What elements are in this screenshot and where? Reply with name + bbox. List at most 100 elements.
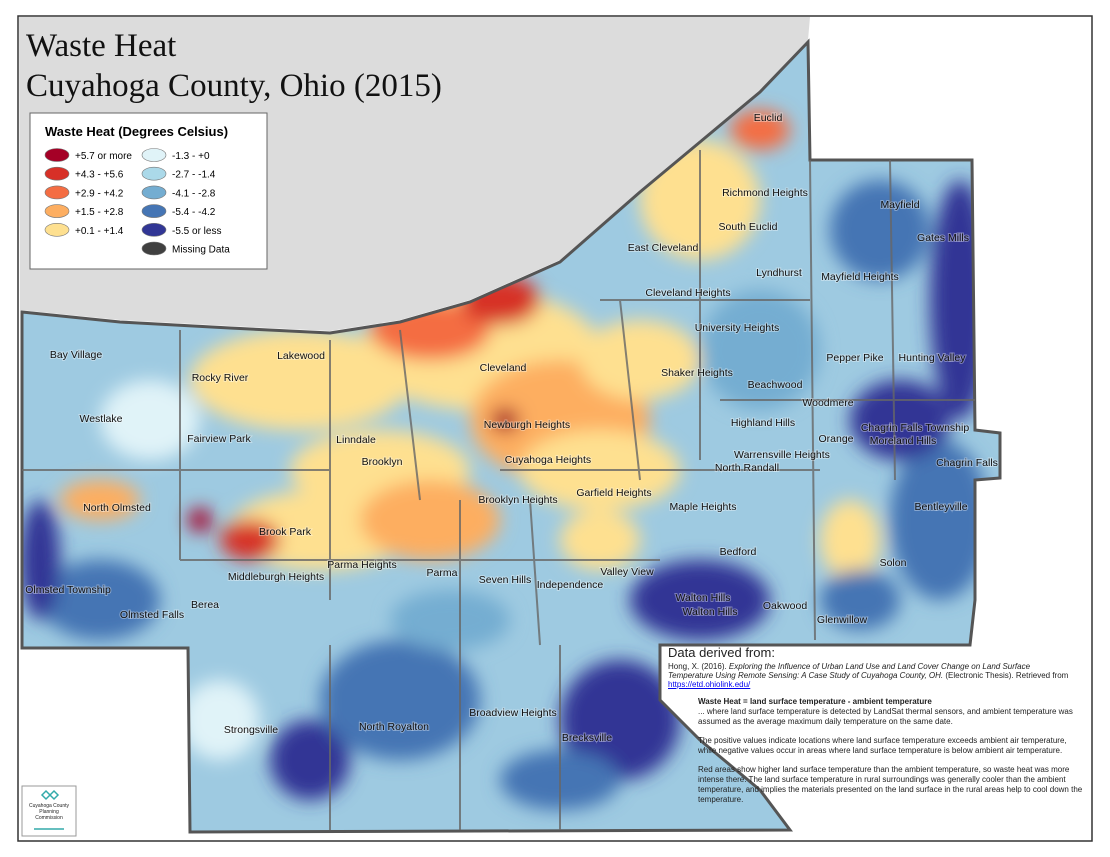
heat-patch: [188, 508, 212, 532]
heat-patch: [100, 380, 200, 460]
place-label: North Olmsted: [83, 502, 151, 514]
note-paragraph: ... where land surface temperature is de…: [698, 707, 1073, 726]
place-label: Maple Heights: [669, 501, 736, 513]
legend-label: +2.9 - +4.2: [75, 188, 124, 199]
heat-patch: [700, 290, 820, 410]
place-label: Valley View: [600, 566, 654, 578]
heat-patch: [890, 440, 990, 600]
place-label: Cleveland: [480, 362, 527, 374]
legend-swatch: [44, 204, 70, 218]
heat-patch: [390, 590, 510, 650]
legend-label: -5.5 or less: [172, 226, 221, 237]
legend-swatch: [141, 241, 167, 256]
source-heading: Data derived from:: [668, 645, 775, 660]
place-label: Euclid: [754, 112, 783, 124]
place-label: Hunting Valley: [899, 352, 967, 364]
place-label: Olmsted Falls: [120, 609, 184, 621]
heat-patch: [360, 480, 500, 560]
note-paragraph: Red areas show higher land surface tempe…: [698, 765, 1083, 804]
place-label: Brooklyn Heights: [478, 494, 557, 506]
place-label: Mayfield Heights: [821, 271, 899, 283]
citation-link[interactable]: https://etd.ohiolink.edu/: [668, 680, 751, 689]
place-label: Oakwood: [763, 600, 808, 612]
place-label: Warrensville Heights: [734, 449, 830, 461]
legend-label: +0.1 - +1.4: [75, 226, 124, 237]
municipal-borders: [22, 150, 975, 830]
heat-patch: [560, 510, 640, 570]
place-label: Solon: [880, 557, 907, 569]
place-label: Woodmere: [802, 397, 853, 409]
place-label: Gates Mills: [917, 232, 969, 244]
place-label: Brooklyn: [362, 456, 403, 468]
citation-title: Exploring the Influence of Urban Land Us…: [668, 662, 1031, 680]
heat-patch: [60, 480, 140, 520]
legend-title: Waste Heat (Degrees Celsius): [45, 124, 228, 139]
heat-patch: [190, 330, 410, 430]
legend-label: -1.3 - +0: [172, 151, 210, 162]
place-label: Shaker Heights: [661, 367, 733, 379]
place-label: Bentleyville: [914, 501, 967, 513]
legend-label: +5.7 or more: [75, 151, 132, 162]
legend-label: +4.3 - +5.6: [75, 170, 124, 181]
note-paragraph: The positive values indicate locations w…: [698, 736, 1067, 755]
place-label: Bedford: [720, 546, 757, 558]
notes: Waste Heat = land surface temperature - …: [698, 697, 1083, 814]
citation-text: (Electronic Thesis). Retrieved from: [943, 671, 1069, 680]
legend-swatch: [141, 166, 167, 181]
legend-swatch: [141, 148, 167, 162]
place-label: Beachwood: [748, 379, 803, 391]
place-label: Parma Heights: [327, 559, 396, 571]
legend-label: -5.4 - -4.2: [172, 207, 216, 218]
heat-patch: [40, 560, 160, 640]
heat-patch: [180, 680, 260, 760]
logo-text: Cuyahoga County Planning Commission: [28, 803, 70, 821]
place-label: Middleburgh Heights: [228, 571, 324, 583]
heat-patch: [22, 500, 60, 620]
heat-patch: [850, 380, 950, 460]
place-label: Lakewood: [277, 350, 325, 362]
place-label: Newburgh Heights: [484, 419, 570, 431]
legend-label: Missing Data: [172, 245, 230, 256]
map-title: Waste Heat: [26, 28, 176, 64]
legend-swatch: [44, 148, 70, 162]
place-label: Strongsville: [224, 724, 278, 736]
place-label: Walton Hills: [682, 606, 737, 618]
heat-patch: [730, 110, 790, 150]
place-label: Brecksville: [562, 732, 612, 744]
place-label: Rocky River: [192, 372, 249, 384]
place-label: Walton Hills: [675, 592, 730, 604]
place-label: Broadview Heights: [469, 707, 557, 719]
citation: Hong, X. (2016). Exploring the Influence…: [668, 662, 1073, 689]
map-title: Cuyahoga County, Ohio (2015): [26, 68, 442, 104]
place-label: University Heights: [695, 322, 780, 334]
place-label: Independence: [537, 579, 604, 591]
place-label: Cuyahoga Heights: [505, 454, 591, 466]
heat-patch: [820, 500, 880, 580]
place-label: East Cleveland: [628, 242, 699, 254]
legend-label: -2.7 - -1.4: [172, 170, 216, 181]
place-label: Garfield Heights: [576, 487, 651, 499]
place-label: South Euclid: [719, 221, 778, 233]
place-label: Mayfield: [880, 199, 919, 211]
heat-patch: [320, 640, 480, 760]
heat-patch: [580, 320, 700, 400]
place-label: North Royalton: [359, 721, 429, 733]
place-label: Orange: [818, 433, 853, 445]
legend-swatch: [141, 185, 167, 200]
legend-swatch: [44, 166, 70, 181]
place-label: Chagrin Falls Township: [861, 422, 970, 434]
place-label: Olmsted Township: [25, 584, 111, 596]
heat-patch: [630, 560, 770, 640]
place-label: Westlake: [80, 413, 123, 425]
place-label: Highland Hills: [731, 417, 795, 429]
place-label: Chagrin Falls: [936, 457, 998, 469]
place-label: Lyndhurst: [756, 267, 802, 279]
place-label: Pepper Pike: [826, 352, 883, 364]
place-label: Linndale: [336, 434, 376, 446]
place-label: Cleveland Heights: [645, 287, 730, 299]
heat-patch: [820, 570, 900, 630]
heat-patch: [830, 180, 930, 280]
place-label: Glenwillow: [817, 614, 868, 626]
